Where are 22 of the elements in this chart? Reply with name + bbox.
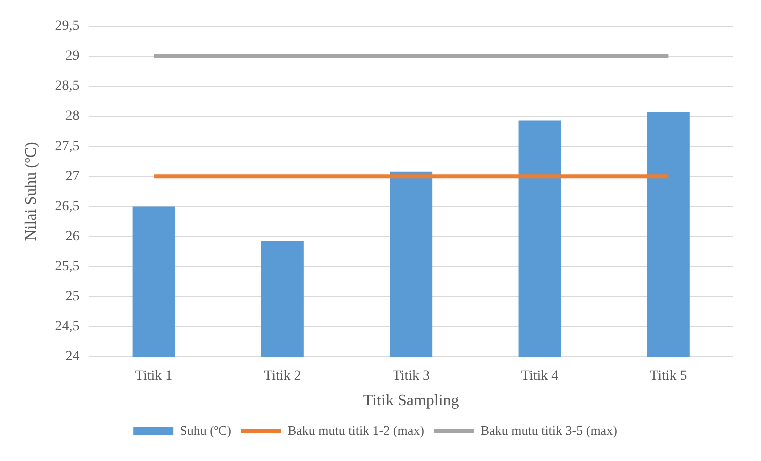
y-tick-label: 29 bbox=[66, 49, 80, 64]
y-tick-label: 25 bbox=[66, 290, 80, 305]
y-tick-label: 25,5 bbox=[55, 260, 80, 275]
y-tick-label: 26 bbox=[66, 229, 80, 244]
legend-label: Suhu (ºC) bbox=[180, 422, 232, 438]
legend-label: Baku mutu titik 1-2 (max) bbox=[288, 422, 424, 438]
x-tick-label: Titik 3 bbox=[392, 369, 430, 384]
y-axis-title: Nilai Suhu (ºC) bbox=[22, 142, 40, 242]
y-tick-label: 29,5 bbox=[55, 19, 80, 34]
x-tick-label: Titik 4 bbox=[521, 369, 559, 384]
y-tick-label: 27 bbox=[66, 169, 80, 184]
y-tick-label: 26,5 bbox=[55, 199, 80, 214]
y-tick-label: 24 bbox=[66, 350, 80, 365]
x-tick-label: Titik 5 bbox=[650, 369, 688, 384]
x-tick-label: Titik 1 bbox=[135, 369, 173, 384]
x-axis-title: Titik Sampling bbox=[363, 392, 460, 410]
y-tick-label: 27,5 bbox=[55, 139, 80, 154]
y-tick-label: 24,5 bbox=[55, 320, 80, 335]
legend-label: Baku mutu titik 3-5 (max) bbox=[480, 422, 618, 438]
y-tick-label: 28 bbox=[66, 109, 80, 124]
x-tick-label: Titik 2 bbox=[264, 369, 302, 384]
y-tick-label: 28,5 bbox=[55, 79, 80, 94]
